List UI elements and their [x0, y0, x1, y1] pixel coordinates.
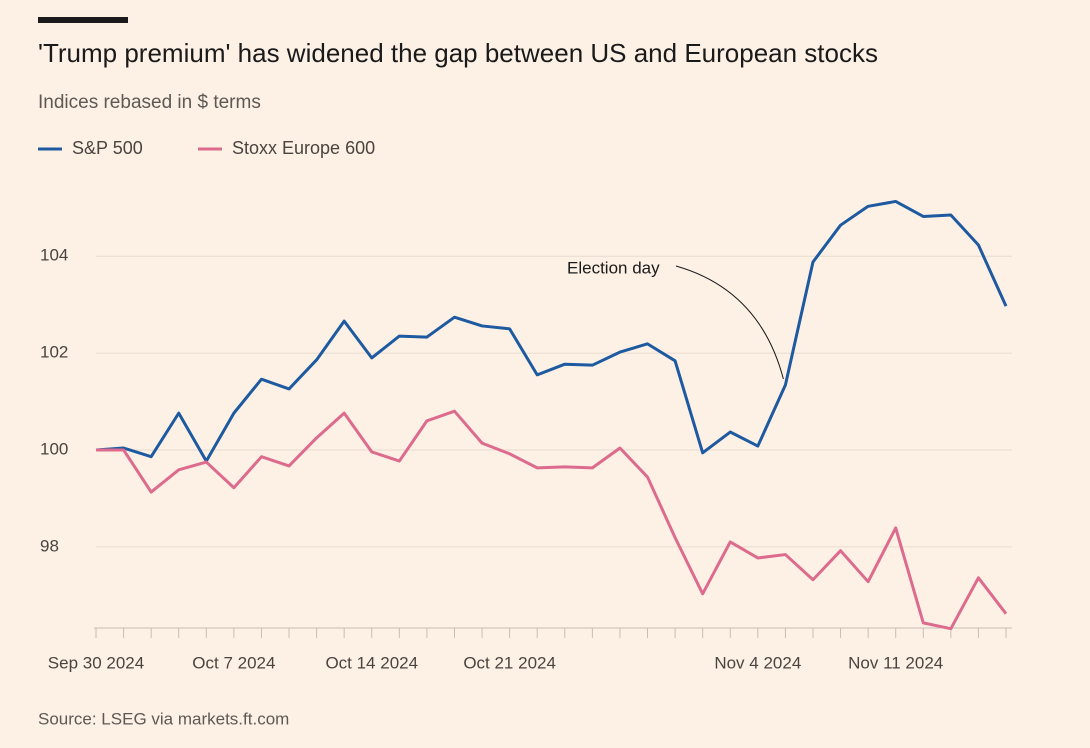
legend-label: S&P 500	[72, 138, 143, 158]
x-tick-label: Sep 30 2024	[48, 653, 144, 672]
x-tick-label: Oct 7 2024	[192, 653, 275, 672]
y-tick-label: 98	[40, 536, 59, 555]
x-tick-label: Nov 11 2024	[848, 653, 943, 672]
annotation: Election day	[567, 258, 660, 277]
title-bar	[38, 17, 128, 23]
chart-title: 'Trump premium' has widened the gap betw…	[38, 38, 878, 68]
x-tick-label: Nov 4 2024	[714, 653, 801, 672]
legend-label: Stoxx Europe 600	[232, 138, 375, 158]
series-line	[95, 199, 1008, 463]
y-tick-label: 104	[40, 246, 68, 265]
chart-subtitle: Indices rebased in $ terms	[38, 92, 261, 113]
y-tick-label: 102	[40, 343, 68, 362]
source: Source: LSEG via markets.ft.com	[38, 709, 289, 728]
x-tick-label: Oct 21 2024	[463, 653, 556, 672]
annotation-arrow	[675, 265, 784, 380]
y-tick-label: 100	[40, 439, 68, 458]
x-tick-label: Oct 14 2024	[325, 653, 418, 672]
series-line	[96, 409, 1008, 631]
